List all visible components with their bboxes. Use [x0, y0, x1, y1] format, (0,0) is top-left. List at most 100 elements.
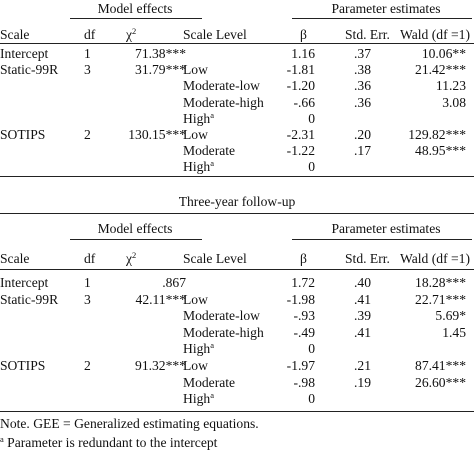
cell-level: Moderate-high: [183, 94, 264, 110]
col-beta-1: β: [300, 27, 307, 42]
level-superscript: a: [210, 340, 214, 351]
cell-df: 1: [84, 276, 91, 290]
cell-beta-text: -2.31: [286, 127, 315, 142]
cell-level: Moderate-low: [183, 79, 260, 93]
cell-se-text: .36: [354, 78, 371, 94]
table-footnote: a Parameter is redundant to the intercep…: [0, 434, 217, 450]
cell-level-text: Moderate-low: [183, 308, 261, 324]
cell-scale-text: Static-99R: [0, 291, 59, 307]
cell-se-text: .39: [354, 308, 371, 324]
cell-level: Low: [183, 292, 208, 307]
cell-se-text: .41: [354, 291, 371, 307]
parameter-estimates-rule-2: [292, 239, 472, 240]
cell-se: .39: [354, 309, 371, 323]
cell-wald: 11.23: [436, 79, 466, 93]
cell-beta-text: 1.16: [291, 46, 315, 61]
cell-se-text: .38: [354, 62, 371, 78]
chi-symbol: χ: [126, 27, 133, 42]
section2-caption: Three-year follow-up: [178, 194, 296, 209]
cell-df: 2: [84, 128, 91, 142]
cell-level: Higha: [183, 110, 214, 126]
cell-level-text: Moderate-low: [183, 78, 261, 94]
cell-beta-text: 1.72: [291, 275, 315, 290]
cell-level: Moderate-high: [183, 325, 264, 340]
cell-chi-text: .867: [162, 275, 186, 290]
cell-chi: .867: [162, 276, 186, 290]
cell-level: Moderate-low: [183, 309, 260, 323]
cell-beta: -.66: [293, 94, 315, 110]
cell-scale: Static-99R: [0, 63, 58, 77]
cell-beta-text: -1.81: [286, 62, 315, 78]
cell-scale: SOTIPS: [0, 128, 45, 142]
cell-level: Moderate: [183, 144, 235, 158]
col-scale-1: Scale: [0, 27, 30, 42]
cell-beta-text: 0: [308, 341, 315, 357]
parameter-estimates-heading-2: Parameter estimates: [331, 221, 441, 236]
cell-se-text: .37: [354, 46, 371, 61]
cell-wald: 10.06**: [422, 47, 466, 61]
cell-df: 1: [84, 47, 91, 61]
model-effects-heading-2: Model effects: [97, 221, 173, 236]
chi-exponent: 2: [132, 26, 137, 36]
cell-level: Low: [183, 359, 208, 373]
cell-wald: 18.28***: [415, 276, 466, 290]
cell-df-text: 2: [84, 358, 91, 373]
cell-level-text: High: [183, 110, 211, 126]
cell-level: Higha: [183, 391, 214, 406]
cell-chi: 31.79***: [135, 63, 186, 77]
cell-df: 3: [84, 63, 91, 77]
cell-se: .40: [354, 276, 371, 290]
cell-beta: 0: [308, 160, 315, 174]
cell-scale: Intercept: [0, 47, 48, 61]
cell-wald: 26.60***: [415, 375, 466, 390]
cell-beta: -.49: [293, 325, 315, 340]
section2-top-rule: [0, 213, 474, 214]
parameter-estimates-rule-1: [292, 18, 472, 19]
section1-bottom-rule: [0, 176, 474, 177]
cell-wald: 3.08: [442, 95, 466, 110]
cell-beta-text: -1.98: [286, 291, 315, 307]
cell-level-text: Moderate: [183, 374, 236, 390]
cell-level: Low: [183, 128, 208, 142]
cell-chi-text: 71.38***: [135, 46, 186, 61]
cell-level-text: Moderate-high: [183, 94, 264, 110]
cell-df-text: 3: [84, 291, 91, 307]
model-effects-heading-1: Model effects: [97, 1, 173, 16]
cell-chi: 71.38***: [135, 47, 186, 61]
chi-exponent: 2: [132, 250, 137, 260]
cell-beta: 1.72: [291, 276, 315, 290]
cell-wald-text: 10.06**: [421, 46, 466, 61]
cell-df-text: 1: [84, 46, 91, 61]
cell-wald: 1.45: [442, 325, 466, 340]
cell-scale: Intercept: [0, 276, 48, 290]
cell-beta-text: -.66: [293, 94, 315, 110]
cell-level: Higha: [183, 340, 214, 356]
chi-symbol: χ: [126, 251, 133, 266]
cell-wald: 87.41***: [415, 359, 466, 373]
col-wald-2: Wald (df =1): [400, 251, 470, 266]
cell-df: 2: [84, 359, 91, 373]
cell-beta: -1.97: [287, 359, 315, 373]
cell-level-text: Low: [183, 62, 208, 78]
table-note: Note. GEE = Generalized estimating equat…: [0, 416, 259, 431]
cell-se: .20: [354, 128, 371, 142]
cell-beta: -.93: [293, 309, 315, 323]
footnote-mark: a: [0, 434, 4, 444]
col-std-err-1: Std. Err.: [345, 27, 390, 42]
cell-wald: 5.69*: [435, 309, 466, 323]
cell-se: .38: [354, 63, 371, 77]
cell-level: Higha: [183, 159, 214, 174]
model-effects-rule-1: [70, 18, 202, 19]
cell-se: .36: [354, 95, 371, 110]
cell-wald: 22.71***: [415, 292, 466, 307]
section2-bottom-rule: [0, 411, 474, 412]
cell-beta-text: -.93: [293, 308, 315, 324]
col-beta-2: β: [300, 251, 307, 266]
cell-level-text: Low: [183, 127, 208, 142]
cell-wald-text: 87.41***: [415, 358, 466, 373]
cell-chi-text: 42.11***: [135, 291, 186, 307]
cell-wald-text: 11.23: [435, 78, 466, 94]
cell-beta-text: -.98: [293, 374, 315, 390]
cell-se-text: .41: [354, 324, 371, 340]
cell-level-text: Moderate: [183, 143, 236, 159]
